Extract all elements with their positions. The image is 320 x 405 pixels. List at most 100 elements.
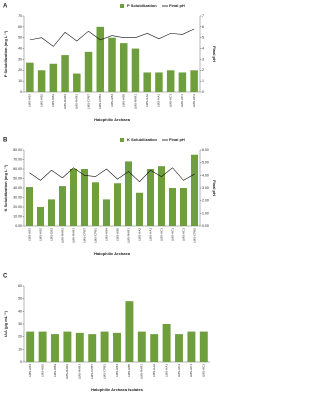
y-axis-label: P Solubilization (mg L⁻¹) <box>3 30 8 77</box>
bar <box>190 70 198 92</box>
x-tick-label: LMS-HB5 <box>122 94 126 107</box>
x-tick-label: LMS-HB2 <box>38 228 42 241</box>
legend-label: Final pH <box>169 3 185 8</box>
y-tick-label: 0.00 <box>15 224 22 228</box>
y-tick-label: 20 <box>18 68 22 72</box>
bar <box>91 182 100 226</box>
bar <box>96 26 105 92</box>
bar <box>199 331 208 362</box>
x-tick-label: LMS-RAR3 <box>71 228 75 244</box>
bar <box>108 37 116 92</box>
y-tick-label: 10 <box>18 79 22 83</box>
y2-tick-label: 4.00 <box>202 173 209 177</box>
x-tick-label: LMS-RAR3 <box>75 94 79 110</box>
bar <box>100 331 109 362</box>
bar <box>75 332 84 362</box>
y2-tick-label: 1 <box>202 79 204 83</box>
bar <box>37 70 46 92</box>
y-tick-label: 20 <box>18 335 22 339</box>
y-tick-label: 70 <box>18 14 22 18</box>
x-tick-label: LMS-HC3 <box>159 228 163 242</box>
x-tick-label: LMS-HC1 <box>180 94 184 108</box>
bar <box>162 324 171 362</box>
x-tick-label: LMS-RAR1 <box>140 364 144 380</box>
x-tick-label: LMS-HB1 <box>27 228 31 241</box>
bar <box>102 199 111 226</box>
x-axis-label: Halophilic Archaea <box>94 251 131 256</box>
y2-tick-label: 2.00 <box>202 199 209 203</box>
bar <box>26 62 34 92</box>
x-tick-label: LMS-HC3 <box>168 94 172 108</box>
x-tick-label: LMS-HA1 <box>157 94 161 107</box>
x-tick-label: LMS-HB1 <box>28 94 32 107</box>
bar <box>47 199 56 226</box>
x-tick-label: LMS-HA2 <box>145 94 149 107</box>
x-tick-label: LMS-CPB7 <box>90 364 94 379</box>
bar <box>119 43 128 92</box>
bar <box>157 166 166 226</box>
x-tick-label: LMS-HC3 <box>177 364 181 378</box>
y2-axis-label: Final pH <box>212 180 217 196</box>
panel-label: A <box>3 4 8 10</box>
x-tick-label: LMS-HB5 <box>115 228 119 241</box>
x-tick-label: LMS-HB2 <box>39 94 43 107</box>
y2-tick-label: 0.00 <box>202 224 209 228</box>
y-tick-label: 60 <box>18 25 22 29</box>
bar <box>88 334 97 362</box>
y2-tick-label: 0 <box>202 90 204 94</box>
x-tick-label: LMS-HB1 <box>28 364 32 377</box>
bar <box>146 169 155 226</box>
x-tick-label: LMS-HC2 <box>181 228 185 242</box>
y2-tick-label: 5.00 <box>202 161 209 165</box>
bar <box>58 186 67 226</box>
legend-label: Final pH <box>169 137 185 142</box>
bar <box>36 207 45 226</box>
x-tick-label: LMS-DB3 <box>51 94 55 107</box>
y-tick-label: 30 <box>18 57 22 61</box>
y2-tick-label: 7 <box>202 14 204 18</box>
bar <box>166 70 175 92</box>
x-tick-label: LMS-RAR2 <box>60 228 64 244</box>
x-axis-label: Halophilic Archaea Isolates <box>91 387 144 392</box>
panel-label: B <box>3 138 8 144</box>
y2-tick-label: 4 <box>202 46 204 50</box>
line <box>29 167 195 183</box>
x-tick-label: LMS-HA2 <box>152 364 156 377</box>
bar <box>135 192 144 226</box>
x-tick-label: LMS-HC1 <box>189 364 193 378</box>
bar <box>131 48 140 92</box>
y-tick-label: 80.00 <box>13 148 22 152</box>
y-tick-label: 50.00 <box>13 176 22 180</box>
bar <box>179 188 188 226</box>
y-tick-label: 50 <box>18 297 22 301</box>
bar <box>125 301 134 362</box>
bar <box>25 187 34 226</box>
y-tick-label: 40 <box>18 309 22 313</box>
y2-tick-label: 1.00 <box>202 211 209 215</box>
y-tick-label: 50 <box>18 36 22 40</box>
y2-tick-label: 2 <box>202 68 204 72</box>
x-tick-label: LMS-RAR3 <box>78 364 82 380</box>
bar <box>73 73 81 92</box>
y-axis-label: IAA (μg mL⁻¹) <box>3 310 8 337</box>
x-tick-label: LMS-RAR2 <box>65 364 69 380</box>
bar <box>84 51 93 92</box>
legend-swatch <box>120 4 124 8</box>
x-tick-label: LMS-RAR1 <box>133 94 137 110</box>
x-tick-label: LMS-HB2 <box>40 364 44 377</box>
y2-tick-label: 6.00 <box>202 148 209 152</box>
y-tick-label: 40.00 <box>13 186 22 190</box>
x-tick-label: LMS-HB4 <box>104 228 108 241</box>
y-tick-label: 70.00 <box>13 157 22 161</box>
x-tick-label: LMS-CPB1 <box>98 94 102 109</box>
bar <box>38 331 47 362</box>
x-tick-label: LMS-HB4 <box>115 364 119 377</box>
line <box>29 28 195 47</box>
y-tick-label: 0 <box>20 360 22 364</box>
bar <box>187 331 196 362</box>
legend-label: P Solubilization <box>127 3 157 8</box>
bar <box>63 331 72 362</box>
bar <box>137 331 146 362</box>
bar <box>113 332 121 362</box>
